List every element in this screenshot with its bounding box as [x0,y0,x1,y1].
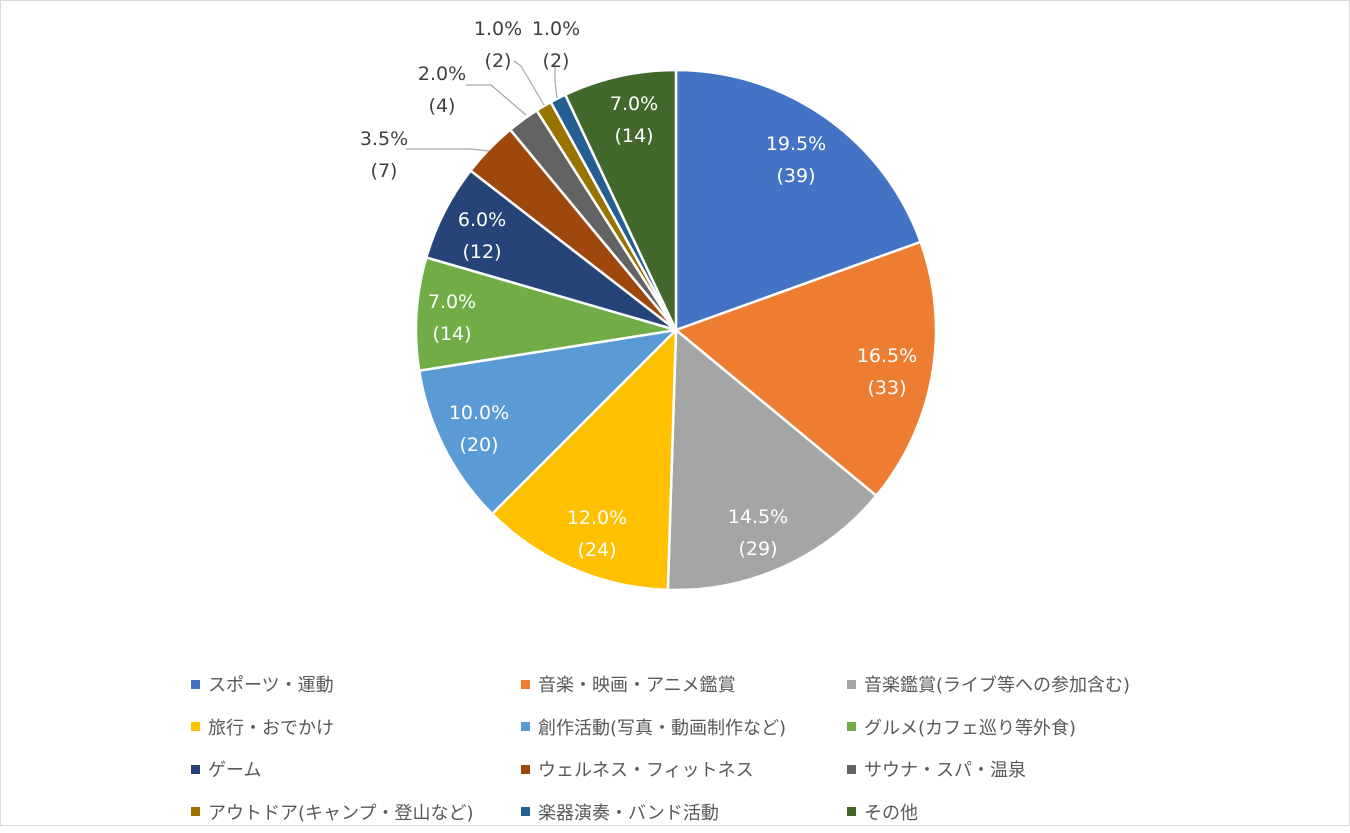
data-label-percent: 19.5% [766,133,826,155]
data-label-count: (29) [738,538,777,560]
legend-item: 創作活動(写真・動画制作など) [521,706,847,749]
legend-item: 音楽鑑賞(ライブ等への参加含む) [847,663,1191,706]
legend-item: 音楽・映画・アニメ鑑賞 [521,663,847,706]
data-label-percent: 1.0% [474,18,522,40]
data-label-count: (12) [462,241,501,263]
legend-swatch [847,765,856,774]
legend-label: スポーツ・運動 [208,671,334,697]
data-label-count: (33) [867,377,906,399]
data-label-percent: 10.0% [449,402,509,424]
legend-swatch [191,807,200,816]
data-label-percent: 3.5% [360,128,408,150]
legend-label: サウナ・スパ・温泉 [864,756,1026,782]
legend-label: アウトドア(キャンプ・登山など) [208,799,474,825]
leader-line [406,149,489,151]
legend-swatch [521,680,530,689]
data-label-percent: 14.5% [728,506,788,528]
legend-label: グルメ(カフェ巡り等外食) [864,714,1076,740]
legend-item: スポーツ・運動 [191,663,521,706]
data-label-percent: 7.0% [610,93,658,115]
data-label-percent: 2.0% [418,63,466,85]
data-label-count: (14) [614,125,653,147]
legend-item: 楽器演奏・バンド活動 [521,791,847,833]
legend-item: アウトドア(キャンプ・登山など) [191,791,521,833]
legend-item: ウェルネス・フィットネス [521,748,847,791]
data-label-count: (14) [432,323,471,345]
legend-item: 旅行・おでかけ [191,706,521,749]
legend-swatch [847,807,856,816]
data-label-count: (39) [776,165,815,187]
legend-swatch [191,765,200,774]
legend-item: グルメ(カフェ巡り等外食) [847,706,1191,749]
data-label-count: (7) [371,160,398,182]
pie-chart: 19.5% (39) 16.5% (33) 14.5% (29) 12.0% (24) 10.0… [1,1,1349,641]
data-label-percent: 7.0% [428,291,476,313]
legend-item: ゲーム [191,748,521,791]
leader-line [466,85,526,115]
data-label-count: (2) [485,50,512,72]
legend-swatch [847,680,856,689]
leader-line [514,61,544,105]
data-label-count: (20) [459,434,498,456]
data-label-percent: 1.0% [532,18,580,40]
legend-swatch [521,722,530,731]
legend-item: その他 [847,791,1191,833]
legend-label: ウェルネス・フィットネス [538,756,754,782]
data-label-count: (24) [577,539,616,561]
data-label-percent: 6.0% [458,209,506,231]
legend: スポーツ・運動 音楽・映画・アニメ鑑賞 音楽鑑賞(ライブ等への参加含む) 旅行・おでか… [191,663,1191,833]
data-label-percent: 16.5% [857,345,917,367]
data-label-count: (4) [429,95,456,117]
legend-label: その他 [864,799,918,825]
data-label-count: (2) [543,50,570,72]
legend-label: 音楽鑑賞(ライブ等への参加含む) [864,671,1130,697]
legend-label: 旅行・おでかけ [208,714,334,740]
legend-label: 楽器演奏・バンド活動 [538,799,719,825]
legend-swatch [191,680,200,689]
legend-swatch [521,807,530,816]
legend-swatch [191,722,200,731]
legend-swatch [847,722,856,731]
legend-item: サウナ・スパ・温泉 [847,748,1191,791]
legend-label: 音楽・映画・アニメ鑑賞 [538,671,736,697]
legend-label: ゲーム [208,756,261,782]
data-label-percent: 12.0% [567,507,627,529]
legend-label: 創作活動(写真・動画制作など) [538,714,786,740]
legend-swatch [521,765,530,774]
pie-slices [416,70,936,590]
